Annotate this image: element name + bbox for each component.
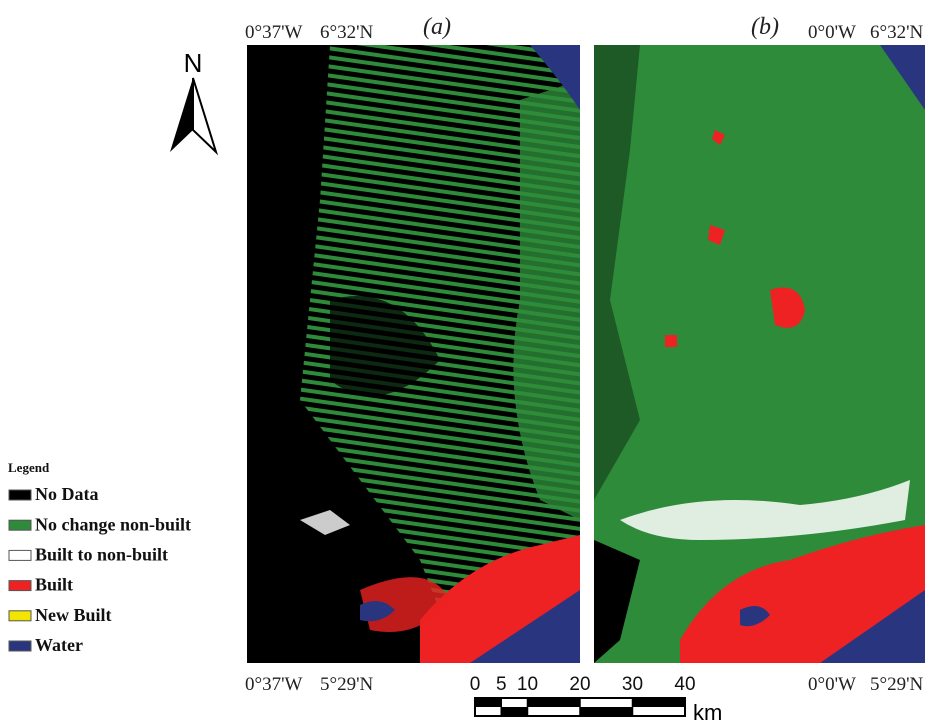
scale-tick-label: 0 — [470, 674, 481, 695]
north-label: N — [184, 48, 203, 78]
legend-swatch — [8, 549, 32, 561]
legend-swatch — [8, 580, 32, 592]
coord-label: 5°29'N — [870, 674, 924, 695]
scale-tick-label: 10 — [517, 674, 538, 695]
legend-label: Built — [35, 575, 73, 595]
legend-swatch — [8, 489, 32, 501]
map-panel-b — [594, 45, 925, 663]
scale-bar: 0 5 10 20 30 40 km — [470, 674, 723, 725]
coord-label: 0°0'W — [808, 674, 856, 695]
legend-label: Water — [35, 635, 83, 655]
scale-segment — [632, 698, 685, 707]
coord-label: 6°32'N — [870, 22, 924, 43]
panel-label: (b) — [751, 14, 779, 40]
scale-segment — [475, 698, 502, 707]
coord-label: 6°32'N — [320, 22, 374, 43]
scale-tick-label: 40 — [674, 674, 695, 695]
legend-swatch — [8, 519, 32, 531]
map-panel-a — [247, 45, 580, 663]
legend-label: No Data — [35, 484, 99, 504]
north-arrow: N — [170, 48, 219, 156]
coord-label: 5°29'N — [320, 674, 374, 695]
legend-title: Legend — [8, 460, 50, 475]
scale-unit: km — [693, 700, 722, 725]
legend-label: No change non-built — [35, 514, 191, 534]
legend-label: New Built — [35, 605, 112, 625]
scale-tick-label: 5 — [496, 674, 507, 695]
legend-swatch — [8, 610, 32, 622]
scale-tick-label: 30 — [622, 674, 643, 695]
coord-label: 0°0'W — [808, 22, 856, 43]
coord-label: 0°37'W — [245, 674, 303, 695]
legend: Legend No Data No change non-built Built t… — [8, 460, 191, 655]
panel-label: (a) — [423, 14, 451, 40]
scale-segment — [501, 707, 528, 716]
scale-segment — [580, 707, 633, 716]
scale-segment — [527, 698, 580, 707]
scale-tick-label: 20 — [569, 674, 590, 695]
legend-swatch — [8, 640, 32, 652]
coord-label: 0°37'W — [245, 22, 303, 43]
legend-label: Built to non-built — [35, 545, 168, 565]
